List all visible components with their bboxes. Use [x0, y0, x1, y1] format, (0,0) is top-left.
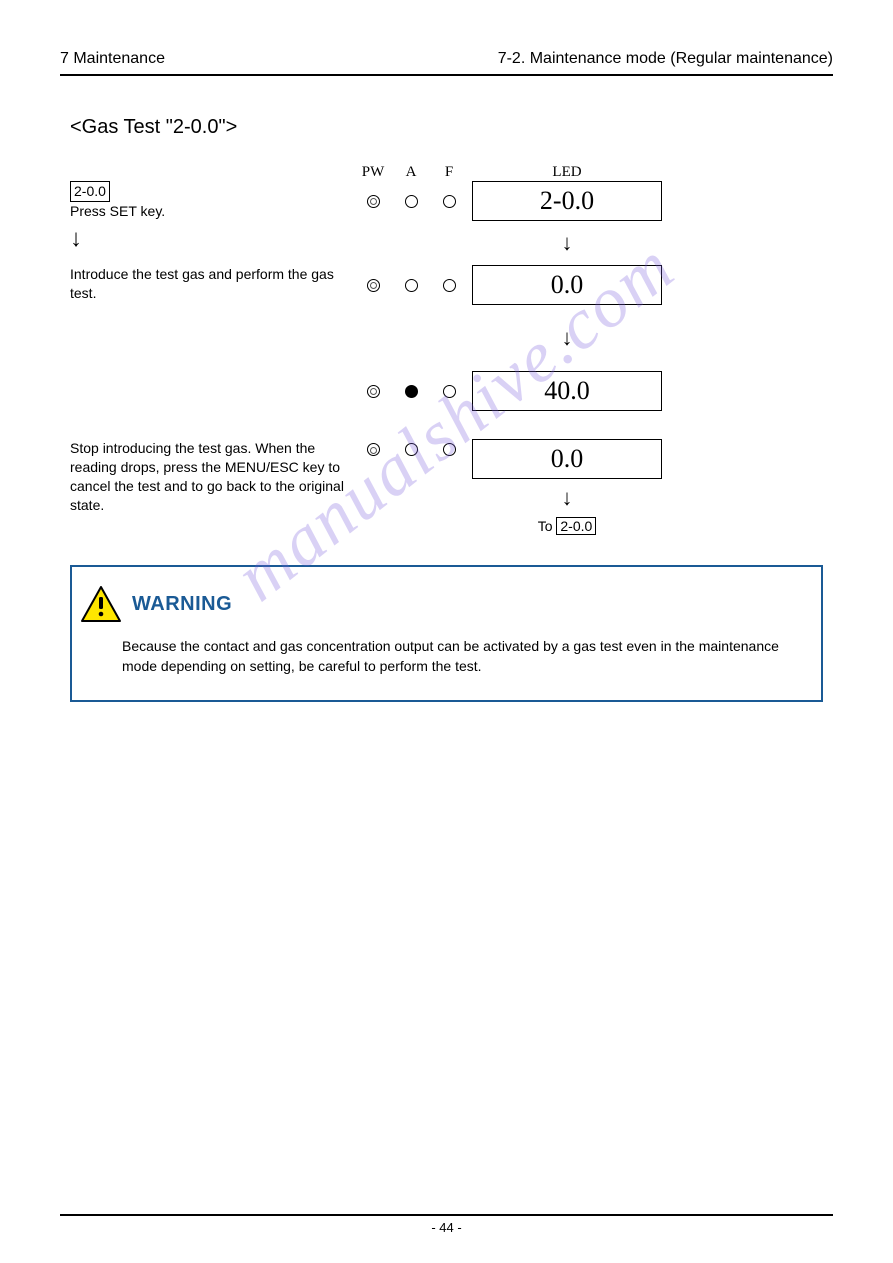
pw-indicator — [367, 385, 380, 398]
return-prefix: To — [538, 518, 557, 534]
led-display: 40.0 — [472, 371, 662, 411]
step1-after: Press SET key. — [70, 203, 165, 219]
down-arrow-icon: ↓ — [472, 224, 662, 262]
col-f: F — [434, 164, 464, 181]
f-indicator — [443, 279, 456, 292]
return-code: 2-0.0 — [556, 517, 596, 535]
col-pw: PW — [358, 164, 388, 181]
led-display: 0.0 — [472, 439, 662, 479]
header-left: 7 Maintenance — [60, 50, 165, 68]
warning-label: WARNING — [132, 593, 232, 616]
step4-text: Stop introducing the test gas. When the … — [70, 439, 350, 515]
led-display: 0.0 — [472, 265, 662, 305]
led-display: 2-0.0 — [472, 181, 662, 221]
step1-text: 2-0.0 Press SET key. — [70, 181, 350, 221]
warning-triangle-icon — [80, 585, 122, 623]
f-indicator — [443, 195, 456, 208]
header-right: 7-2. Maintenance mode (Regular maintenan… — [498, 50, 833, 68]
warning-box: WARNING Because the contact and gas conc… — [70, 565, 823, 702]
step2-text: Introduce the test gas and perform the g… — [70, 265, 350, 303]
pw-indicator — [367, 443, 380, 456]
step1-code: 2-0.0 — [70, 181, 110, 202]
f-indicator — [443, 443, 456, 456]
section-title: <Gas Test "2-0.0"> — [70, 116, 833, 139]
col-a: A — [396, 164, 426, 181]
a-indicator — [405, 195, 418, 208]
page-header: 7 Maintenance 7-2. Maintenance mode (Reg… — [60, 50, 833, 76]
down-arrow-icon: ↓ — [472, 479, 662, 517]
pw-indicator — [367, 195, 380, 208]
a-indicator — [405, 385, 418, 398]
warning-text: Because the contact and gas concentratio… — [122, 637, 801, 676]
a-indicator — [405, 279, 418, 292]
col-led: LED — [472, 164, 662, 181]
page-number: - 44 - — [431, 1220, 461, 1235]
page-footer: - 44 - — [60, 1214, 833, 1235]
return-to: To 2-0.0 — [472, 517, 662, 535]
procedure-grid: PW A F LED 2-0.0 Press SET key. 2-0.0 ↓ … — [70, 164, 833, 535]
down-arrow-icon: ↓ — [472, 305, 662, 371]
down-arrow-icon: ↓ — [70, 221, 350, 265]
f-indicator — [443, 385, 456, 398]
pw-indicator — [367, 279, 380, 292]
a-indicator — [405, 443, 418, 456]
